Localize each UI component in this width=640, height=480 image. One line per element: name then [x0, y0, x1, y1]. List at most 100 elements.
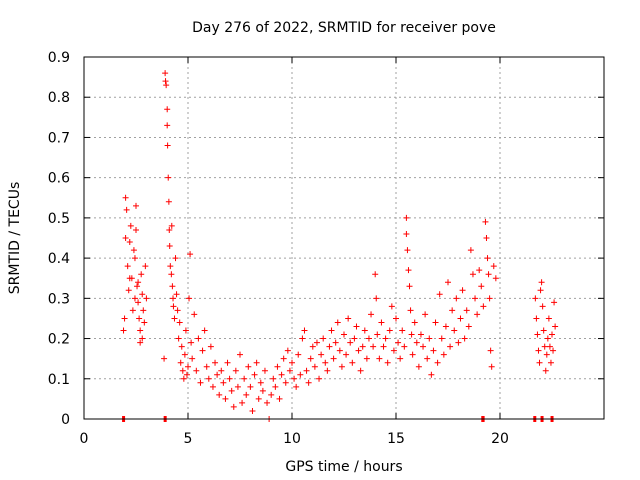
data-point — [174, 307, 181, 314]
data-point — [305, 379, 312, 386]
data-point — [543, 351, 550, 358]
data-point — [129, 307, 136, 314]
data-point — [187, 251, 194, 258]
data-point — [131, 255, 138, 262]
data-point — [239, 399, 246, 406]
data-point — [228, 387, 235, 394]
data-point — [259, 387, 266, 394]
data-point — [486, 295, 493, 302]
data-point — [188, 339, 195, 346]
data-point — [134, 283, 141, 290]
data-point — [307, 355, 314, 362]
data-point — [167, 263, 174, 270]
data-point — [395, 339, 402, 346]
data-point — [482, 218, 489, 225]
data-point — [336, 347, 343, 354]
data-point — [126, 275, 133, 282]
x-tick-labels: 0 5 10 15 20 — [80, 431, 509, 447]
data-point — [455, 339, 462, 346]
data-point — [483, 235, 490, 241]
data-point — [372, 271, 379, 278]
data-point — [442, 323, 449, 330]
y-tick-label: 0.1 — [48, 372, 70, 388]
data-point — [476, 267, 483, 274]
data-point — [318, 351, 325, 358]
data-point — [143, 295, 150, 302]
data-point — [541, 343, 548, 350]
data-point — [373, 295, 380, 302]
data-point — [230, 403, 237, 410]
data-point — [232, 367, 239, 374]
data-point — [488, 363, 495, 370]
data-point — [484, 255, 491, 262]
y-tick-label: 0.4 — [48, 251, 70, 267]
data-point — [382, 335, 389, 342]
data-point — [126, 239, 133, 246]
data-point — [122, 194, 129, 201]
data-point — [251, 371, 258, 378]
data-point — [399, 327, 406, 334]
data-point — [135, 279, 142, 286]
data-point — [390, 347, 397, 354]
data-point — [393, 315, 399, 322]
data-point — [139, 335, 146, 342]
data-point — [545, 315, 552, 322]
data-point — [175, 335, 182, 342]
data-point — [282, 379, 289, 386]
data-point — [280, 355, 287, 362]
data-point — [540, 327, 547, 334]
data-point — [224, 359, 231, 366]
data-point — [121, 315, 128, 322]
data-point — [201, 327, 208, 334]
data-point — [291, 375, 298, 382]
data-point — [407, 307, 414, 314]
data-point — [222, 395, 229, 402]
data-point — [428, 371, 435, 378]
data-point — [326, 343, 333, 350]
data-point — [193, 367, 200, 374]
y-tick-label: 0.3 — [48, 291, 70, 307]
data-point — [355, 347, 362, 354]
data-point — [397, 355, 404, 362]
data-point — [332, 339, 339, 346]
data-point — [176, 319, 183, 326]
x-tick-label: 20 — [491, 431, 509, 447]
data-point — [165, 174, 172, 181]
data-point — [330, 355, 337, 362]
data-point — [123, 206, 130, 213]
data-point — [386, 327, 393, 334]
data-point — [162, 70, 169, 77]
data-point — [316, 375, 323, 382]
data-point — [164, 142, 171, 149]
data-point — [436, 291, 443, 298]
data-point — [328, 327, 335, 334]
data-point — [186, 295, 193, 302]
data-point — [338, 363, 345, 370]
data-point — [478, 283, 485, 290]
data-point — [474, 311, 481, 318]
chart-title: Day 276 of 2022, SRMTID for receiver pov… — [192, 20, 496, 36]
data-point — [426, 335, 433, 342]
data-point — [209, 383, 216, 390]
data-point — [404, 247, 411, 254]
data-point — [380, 343, 387, 350]
data-point — [295, 351, 302, 358]
data-point — [205, 375, 212, 382]
data-point — [130, 247, 137, 254]
data-point — [162, 78, 169, 85]
data-point — [324, 367, 331, 374]
data-point — [278, 371, 285, 378]
data-point — [384, 359, 391, 366]
data-point — [447, 343, 454, 350]
data-point — [299, 335, 306, 342]
data-point — [376, 355, 383, 362]
data-point — [334, 319, 341, 326]
data-point — [170, 303, 177, 310]
data-point — [247, 383, 254, 390]
data-point — [343, 351, 350, 358]
data-point — [168, 222, 175, 229]
data-point — [549, 331, 555, 338]
data-point — [274, 363, 281, 370]
data-point — [137, 339, 144, 346]
data-point — [257, 379, 264, 386]
